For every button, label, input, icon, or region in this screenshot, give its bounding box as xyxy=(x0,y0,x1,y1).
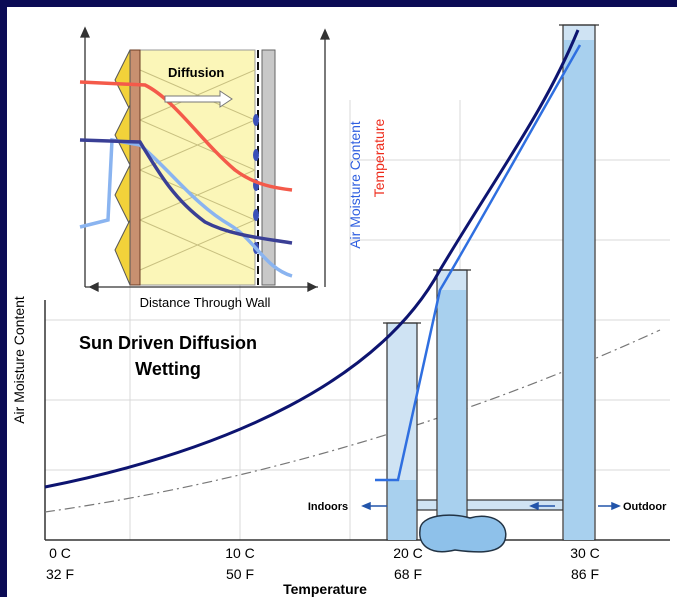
siding xyxy=(114,49,131,286)
x-tick-celsius: 0 C xyxy=(49,545,71,561)
title-line2: Wetting xyxy=(135,359,201,379)
diffusion-label: Diffusion xyxy=(168,65,224,80)
insulation-pattern xyxy=(139,69,256,271)
insulation xyxy=(139,49,256,286)
x-tick-celsius: 30 C xyxy=(570,545,600,561)
x-tick-labels: 0 C 32 F 10 C 50 F 20 C 68 F 30 C 86 F xyxy=(46,545,600,582)
x-axis-label: Temperature xyxy=(283,581,367,597)
drywall xyxy=(261,49,276,286)
x-tick-fahrenheit: 32 F xyxy=(46,566,74,582)
title-line1: Sun Driven Diffusion xyxy=(79,333,257,353)
indoors-label: Indoors xyxy=(308,501,348,513)
inset-x-label: Distance Through Wall xyxy=(140,295,271,310)
flow-arrows xyxy=(361,501,621,511)
x-tick-fahrenheit: 68 F xyxy=(394,566,422,582)
water-puddle xyxy=(419,514,507,553)
moisture-line xyxy=(375,44,582,482)
inset-temperature-label: Temperature xyxy=(371,118,387,197)
temperature-line xyxy=(79,80,293,192)
x-tick-celsius: 20 C xyxy=(393,545,423,561)
inset: Diffusion Distance Through Wall Air Mois… xyxy=(79,26,387,310)
tube-water xyxy=(388,40,594,540)
saturation-curve xyxy=(44,29,580,489)
x-tick-celsius: 10 C xyxy=(225,545,255,561)
outdoors-label: Outdoor xyxy=(623,501,667,513)
x-tick-fahrenheit: 50 F xyxy=(226,566,254,582)
inset-moisture-label: Air Moisture Content xyxy=(347,121,363,249)
diffusion-arrow xyxy=(164,90,233,108)
x-tick-fahrenheit: 86 F xyxy=(571,566,599,582)
inset-axes xyxy=(79,26,331,293)
y-axis-label: Air Moisture Content xyxy=(11,296,27,424)
dew-curve xyxy=(44,329,661,513)
moisture-line-saturation xyxy=(79,138,293,245)
